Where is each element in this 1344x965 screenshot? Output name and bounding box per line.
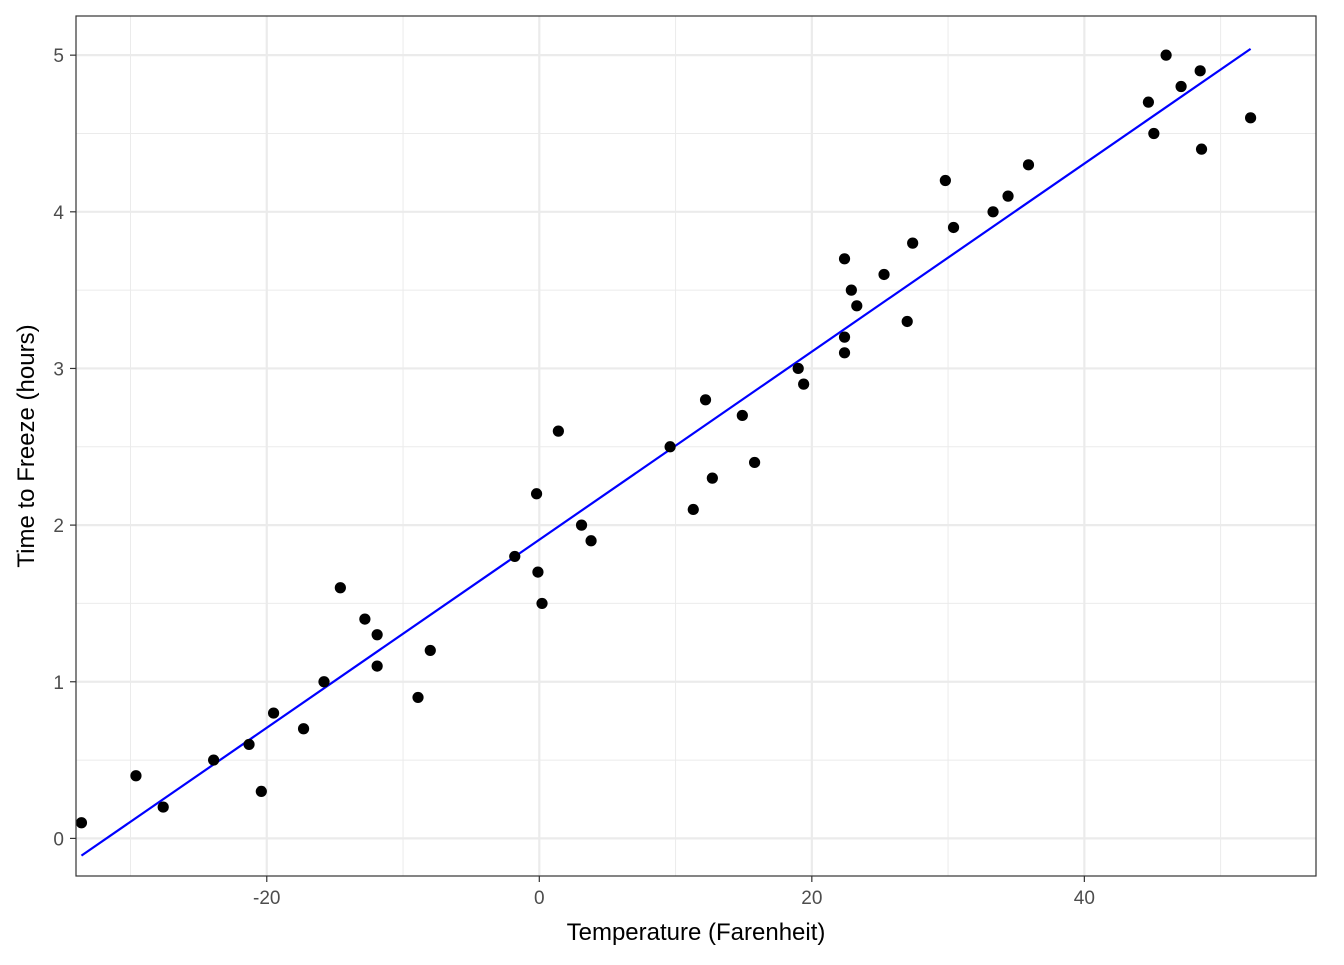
data-point [851, 300, 863, 312]
y-axis-title: Time to Freeze (hours) [13, 324, 40, 567]
data-point [699, 394, 712, 406]
data-points [75, 49, 1257, 829]
data-point [157, 801, 169, 813]
x-tick-label: -20 [253, 888, 280, 909]
data-point [267, 707, 280, 719]
data-point [1148, 127, 1160, 140]
data-point [792, 362, 804, 375]
data-point [687, 503, 699, 516]
data-point [130, 770, 142, 782]
data-point [334, 582, 346, 594]
data-point [1194, 65, 1206, 77]
data-point [532, 566, 544, 578]
y-tick-label: 1 [53, 673, 64, 694]
data-point [838, 331, 851, 343]
data-point [208, 754, 220, 766]
data-point [575, 519, 588, 531]
panel-border [75, 15, 1317, 877]
data-point [509, 550, 521, 563]
data-point [838, 253, 851, 265]
data-point [664, 441, 676, 453]
data-point [706, 472, 718, 484]
data-point [748, 456, 761, 469]
data-point [75, 817, 88, 829]
data-point [536, 597, 548, 610]
data-point [907, 237, 919, 249]
data-point [798, 378, 810, 390]
data-point [878, 268, 890, 281]
data-point [255, 785, 267, 798]
data-point [297, 723, 310, 735]
data-point [1142, 96, 1154, 108]
data-point [552, 425, 564, 437]
x-axis-title: Temperature (Farenheit) [567, 919, 826, 946]
data-point [1160, 49, 1172, 61]
regression-line [80, 47, 1252, 857]
grid [76, 16, 1316, 876]
y-tick-label: 4 [53, 203, 64, 224]
data-point [1244, 112, 1257, 124]
data-point [318, 676, 330, 688]
data-point [736, 409, 748, 422]
data-point [845, 284, 857, 296]
data-point [901, 315, 913, 328]
data-point [947, 221, 960, 234]
y-tick-label: 5 [53, 46, 64, 67]
y-tick-label: 0 [53, 829, 64, 850]
data-point [371, 660, 383, 672]
data-point [939, 174, 951, 187]
y-axis: 0 1 2 3 4 5 [53, 46, 76, 850]
x-tick-label: 40 [1074, 888, 1095, 909]
x-tick-label: 0 [534, 888, 545, 909]
data-point [585, 535, 597, 547]
y-tick-label: 3 [53, 359, 64, 380]
x-tick-label: 20 [801, 888, 822, 909]
data-point [1022, 159, 1035, 171]
regression-line-layer [80, 47, 1252, 857]
y-tick-label: 2 [53, 516, 64, 537]
data-point [359, 613, 371, 625]
data-point [987, 206, 999, 218]
data-point [1002, 190, 1014, 202]
data-point [838, 347, 851, 359]
data-point [424, 644, 436, 657]
x-axis: -20 0 20 40 [253, 876, 1095, 909]
data-point [530, 488, 543, 500]
data-point [1195, 143, 1208, 155]
data-point [371, 629, 383, 641]
data-point [1175, 80, 1187, 93]
data-point [243, 738, 255, 751]
data-point [412, 691, 424, 704]
